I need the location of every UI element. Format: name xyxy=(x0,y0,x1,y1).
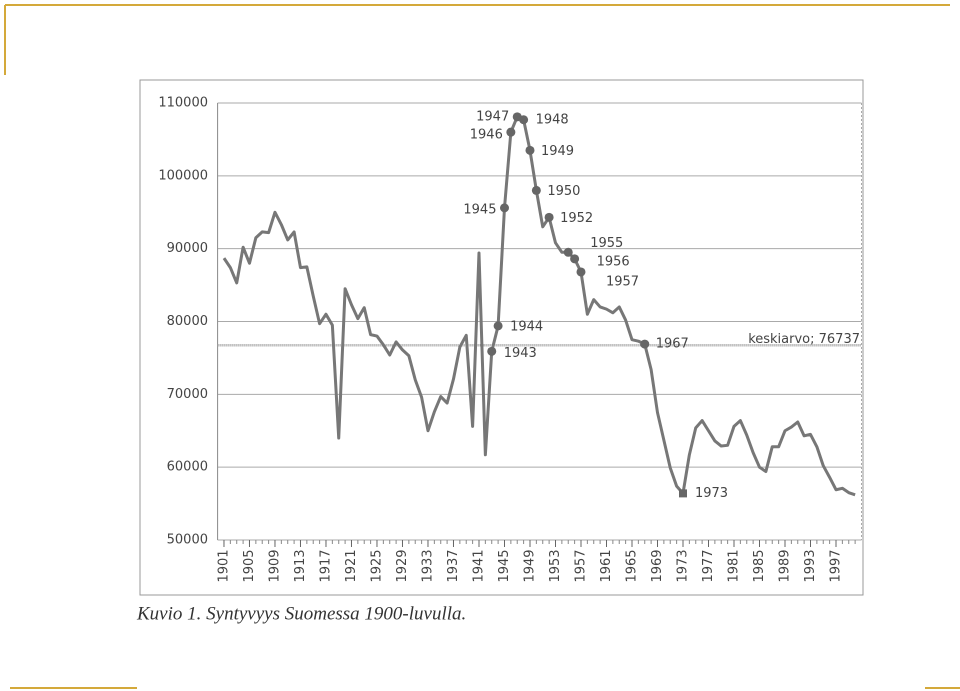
annotation-marker xyxy=(570,254,580,264)
data-line xyxy=(222,115,856,497)
x-tick-label: 1993 xyxy=(803,549,818,582)
x-tick-label: 1921 xyxy=(344,549,359,582)
y-tick-label: 60000 xyxy=(167,460,208,475)
annotation-label: 1946 xyxy=(470,128,503,143)
annotation-label: 1973 xyxy=(695,486,728,501)
caption: Kuvio 1. Syntyvyys Suomessa 1900-luvulla… xyxy=(136,603,466,624)
annotation-marker xyxy=(531,185,541,195)
y-tick-label: 110000 xyxy=(158,96,208,111)
x-tick-label: 1985 xyxy=(752,549,767,582)
annotation-marker xyxy=(678,489,687,498)
annotation-label: 1952 xyxy=(560,211,593,226)
x-tick-label: 1925 xyxy=(369,549,384,582)
annotation-marker xyxy=(563,247,573,257)
annotation-label: 1957 xyxy=(606,274,639,289)
x-tick-label: 1973 xyxy=(675,549,690,582)
y-tick-label: 100000 xyxy=(158,168,208,183)
annotation-marker xyxy=(525,145,535,155)
annotation-label: 1947 xyxy=(476,109,509,124)
x-tick-label: 1981 xyxy=(726,549,741,582)
annotation-label: 1956 xyxy=(597,254,630,269)
y-tick-label: 90000 xyxy=(167,241,208,256)
x-tick-label: 1953 xyxy=(548,549,563,582)
annotation-marker xyxy=(493,321,503,331)
x-tick-label: 1997 xyxy=(828,549,843,582)
x-tick-label: 1937 xyxy=(446,549,461,582)
x-tick-label: 1961 xyxy=(599,549,614,582)
annotation-label: 1955 xyxy=(590,236,623,251)
y-tick-label: 50000 xyxy=(167,533,208,548)
annotation-marker xyxy=(544,212,554,222)
x-tick-label: 1909 xyxy=(267,549,282,582)
annotation-label: 1943 xyxy=(504,346,537,361)
x-tick-label: 1965 xyxy=(624,549,639,582)
x-tick-label: 1989 xyxy=(777,549,792,582)
annotation-marker xyxy=(487,346,497,356)
x-tick-label: 1945 xyxy=(497,549,512,582)
annotation-marker xyxy=(519,115,529,125)
x-tick-label: 1933 xyxy=(420,549,435,582)
x-tick-label: 1901 xyxy=(216,549,231,582)
y-tick-label: 80000 xyxy=(167,314,208,329)
chart-frame xyxy=(139,79,864,596)
annotation-label: 1945 xyxy=(463,202,496,217)
x-tick-label: 1977 xyxy=(701,549,716,582)
x-tick-label: 1957 xyxy=(573,549,588,582)
annotation-marker xyxy=(576,267,586,277)
annotation-label: 1944 xyxy=(510,319,543,334)
annotation-marker xyxy=(499,203,509,213)
annotation-marker xyxy=(640,339,650,349)
mean-label: keskiarvo; 76737 xyxy=(748,332,860,347)
annotation-label: 1967 xyxy=(656,337,689,352)
annotation-label: 1948 xyxy=(536,112,569,127)
annotation-label: 1950 xyxy=(547,184,580,199)
x-tick-label: 1969 xyxy=(650,549,665,582)
x-tick-label: 1917 xyxy=(318,549,333,582)
annotation-marker xyxy=(506,127,516,137)
x-tick-label: 1913 xyxy=(293,549,308,582)
x-tick-label: 1941 xyxy=(471,549,486,582)
x-tick-label: 1905 xyxy=(242,549,257,582)
y-tick-label: 70000 xyxy=(167,387,208,402)
x-tick-label: 1929 xyxy=(395,549,410,582)
x-tick-label: 1949 xyxy=(522,549,537,582)
annotation-label: 1949 xyxy=(541,144,574,159)
